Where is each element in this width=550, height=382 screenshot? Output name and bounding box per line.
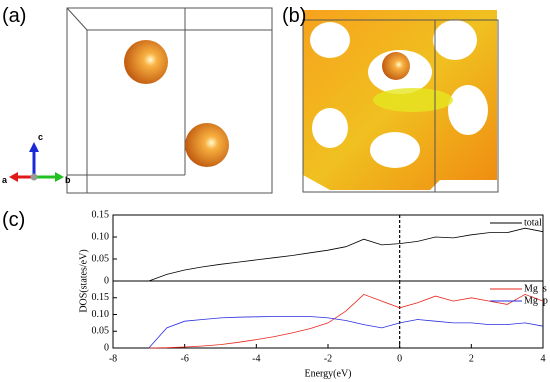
axis-letter: c	[38, 132, 43, 142]
atom	[185, 123, 229, 167]
y-tick-label: 0.15	[92, 209, 110, 220]
x-tick-label: 4	[541, 353, 546, 364]
series-line	[148, 293, 544, 349]
y-tick-label: 0.10	[92, 231, 110, 242]
x-tick-label: 2	[469, 353, 474, 364]
y-tick-label: 0.10	[92, 309, 110, 320]
panel-label: (b)	[282, 5, 306, 27]
legend-label: Mg s	[524, 283, 547, 294]
series-line	[148, 227, 544, 282]
panel-label: (c)	[2, 209, 25, 231]
y-tick-label: 0.15	[92, 292, 110, 303]
x-tick-label: -2	[324, 353, 332, 364]
legend-label: Mg p	[524, 295, 548, 306]
atom	[124, 40, 168, 84]
y-tick-label: 0	[104, 342, 109, 353]
x-tick-label: -8	[109, 353, 117, 364]
x-axis-label: Energy(eV)	[304, 368, 351, 379]
x-tick-label: -4	[252, 353, 260, 364]
y-tick-label: 0.05	[92, 326, 110, 337]
x-tick-label: 0	[397, 353, 402, 364]
plot-frame	[112, 280, 544, 349]
y-axis-label: DOS(states/eV)	[78, 249, 89, 312]
y-tick-label: 0	[104, 275, 109, 286]
legend-label: total	[524, 217, 542, 228]
panel-label: (a)	[2, 5, 26, 27]
cell-b	[302, 10, 499, 193]
y-tick-label: 0.05	[92, 253, 110, 264]
cell-a	[66, 7, 273, 194]
series-line	[148, 316, 544, 349]
plot-frame	[112, 214, 544, 282]
axis-letter: b	[65, 175, 71, 185]
axis-triad: a b c	[2, 132, 71, 185]
axis-letter: a	[2, 175, 8, 185]
x-tick-label: -6	[180, 353, 188, 364]
